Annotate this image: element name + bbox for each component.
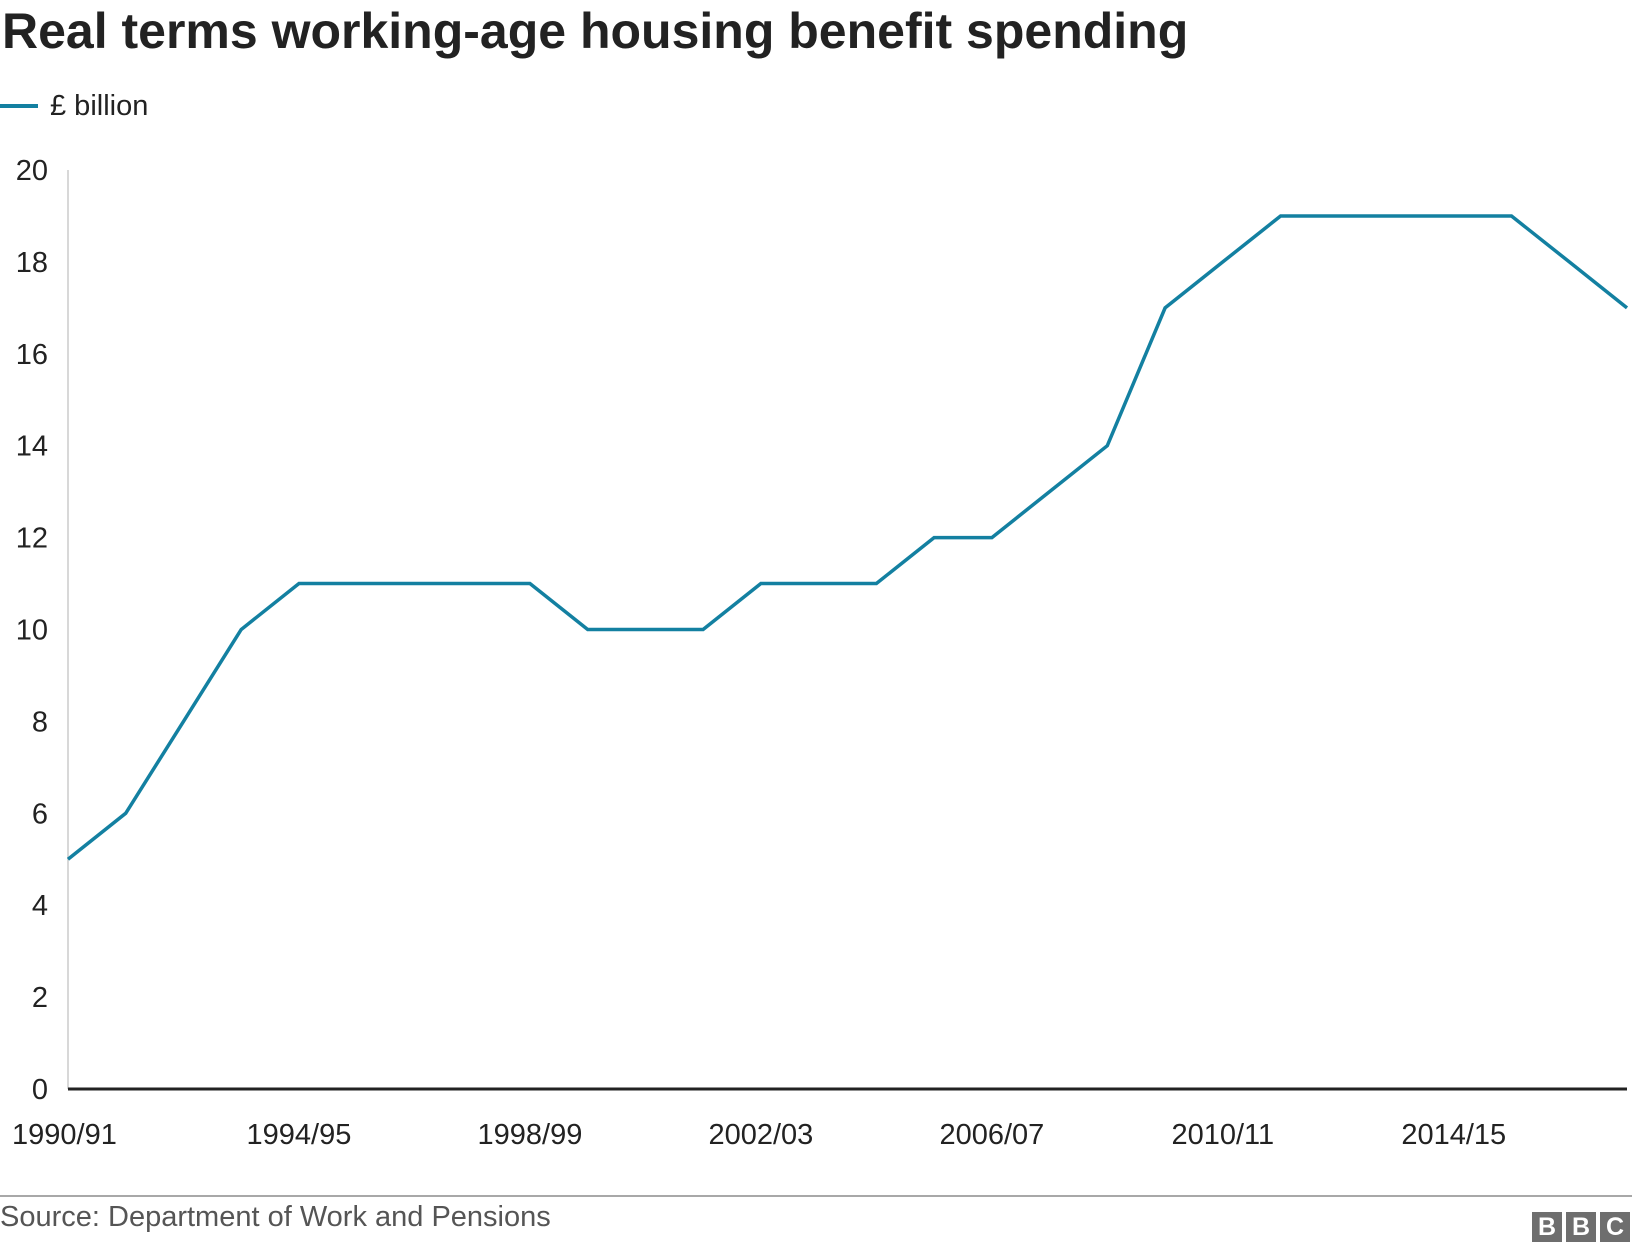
x-tick-label: 2002/03: [708, 1119, 813, 1151]
y-tick-label: 10: [16, 615, 48, 647]
y-tick-label: 18: [16, 247, 48, 279]
y-tick-label: 2: [32, 982, 48, 1014]
y-tick-label: 8: [32, 706, 48, 738]
series-line: [66, 214, 1629, 861]
footer-divider: [0, 1195, 1632, 1197]
line-chart: 0 2 4 6 8 10 12 14 16 18 20 1990/91 1994/95 1998/99 20…: [12, 155, 1629, 1151]
x-tick-label: 1990/91: [12, 1119, 117, 1151]
x-tick-label: 1994/95: [247, 1119, 352, 1151]
logo-letter: B: [1566, 1212, 1596, 1242]
x-tick-label: 2006/07: [939, 1119, 1044, 1151]
bbc-logo: B B C: [1532, 1212, 1630, 1242]
logo-letter: B: [1532, 1212, 1562, 1242]
x-tick-label: 1998/99: [478, 1119, 583, 1151]
legend-swatch: [0, 104, 38, 108]
y-tick-label: 14: [16, 431, 48, 463]
y-tick-label: 4: [32, 890, 48, 922]
x-tick-label: 2014/15: [1401, 1119, 1506, 1151]
y-tick-label: 20: [16, 155, 48, 187]
logo-letter: C: [1600, 1212, 1630, 1242]
legend: £ billion: [0, 84, 148, 128]
y-tick-label: 6: [32, 798, 48, 830]
chart-title: Real terms working-age housing benefit s…: [2, 3, 1189, 59]
legend-label: £ billion: [50, 89, 149, 122]
source-note: Source: Department of Work and Pensions: [0, 1201, 551, 1233]
y-tick-label: 16: [16, 339, 48, 371]
x-tick-label: 2010/11: [1171, 1119, 1274, 1151]
y-tick-label: 0: [32, 1074, 48, 1106]
y-tick-label: 12: [16, 523, 48, 555]
